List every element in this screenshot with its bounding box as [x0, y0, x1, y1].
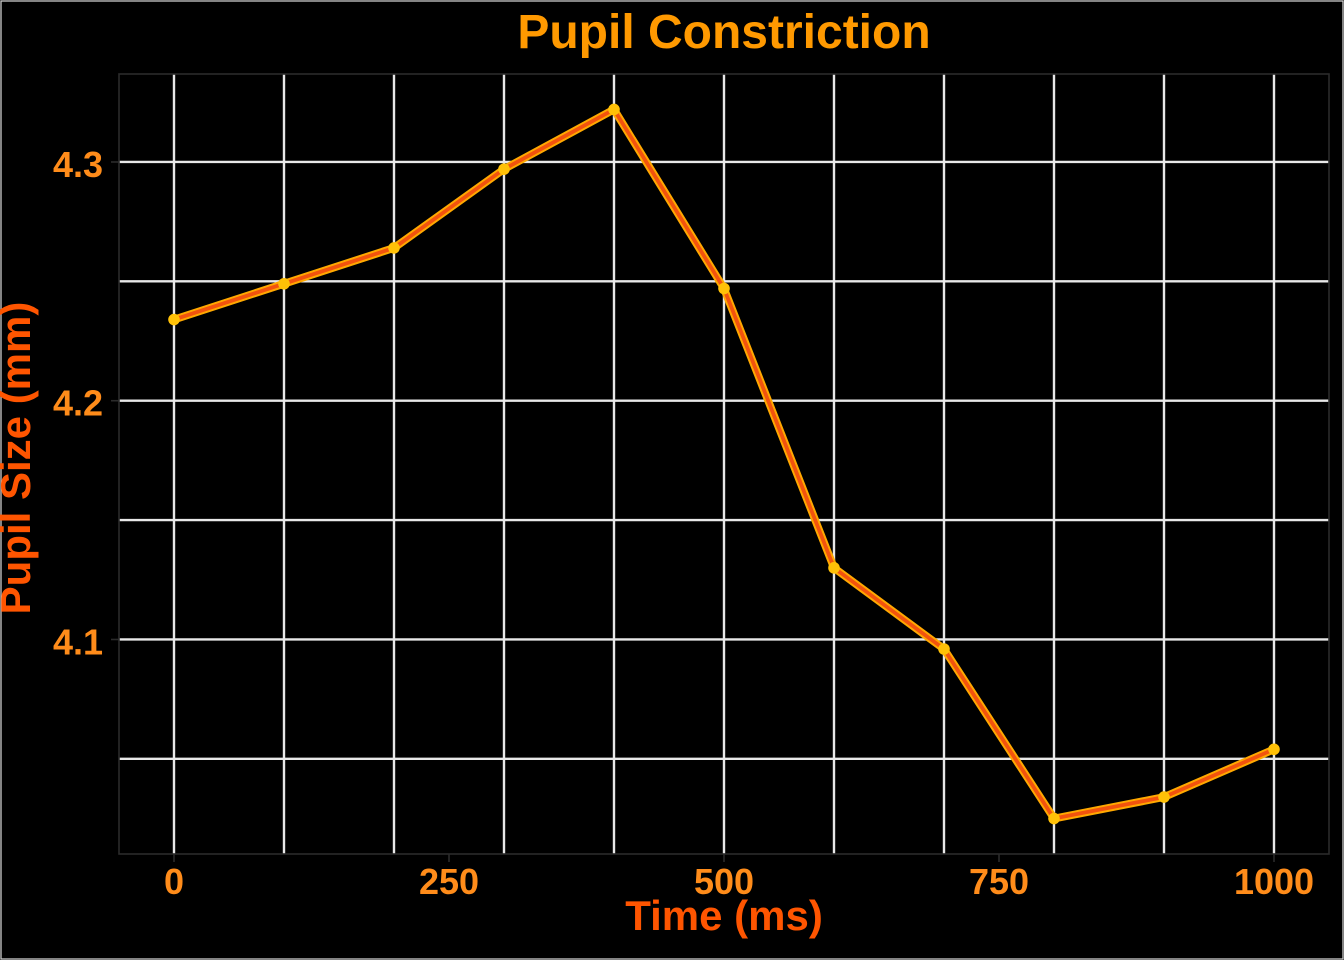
svg-text:4.3: 4.3 — [53, 144, 103, 185]
svg-text:Pupil Constriction: Pupil Constriction — [517, 6, 930, 59]
svg-text:Time (ms): Time (ms) — [625, 892, 823, 939]
svg-text:4.1: 4.1 — [53, 621, 103, 662]
svg-text:0: 0 — [164, 861, 184, 902]
svg-text:750: 750 — [969, 861, 1029, 902]
svg-text:Pupil Size (mm): Pupil Size (mm) — [0, 302, 39, 615]
svg-text:4.2: 4.2 — [53, 383, 103, 424]
svg-text:1000: 1000 — [1234, 861, 1314, 902]
svg-text:250: 250 — [419, 861, 479, 902]
